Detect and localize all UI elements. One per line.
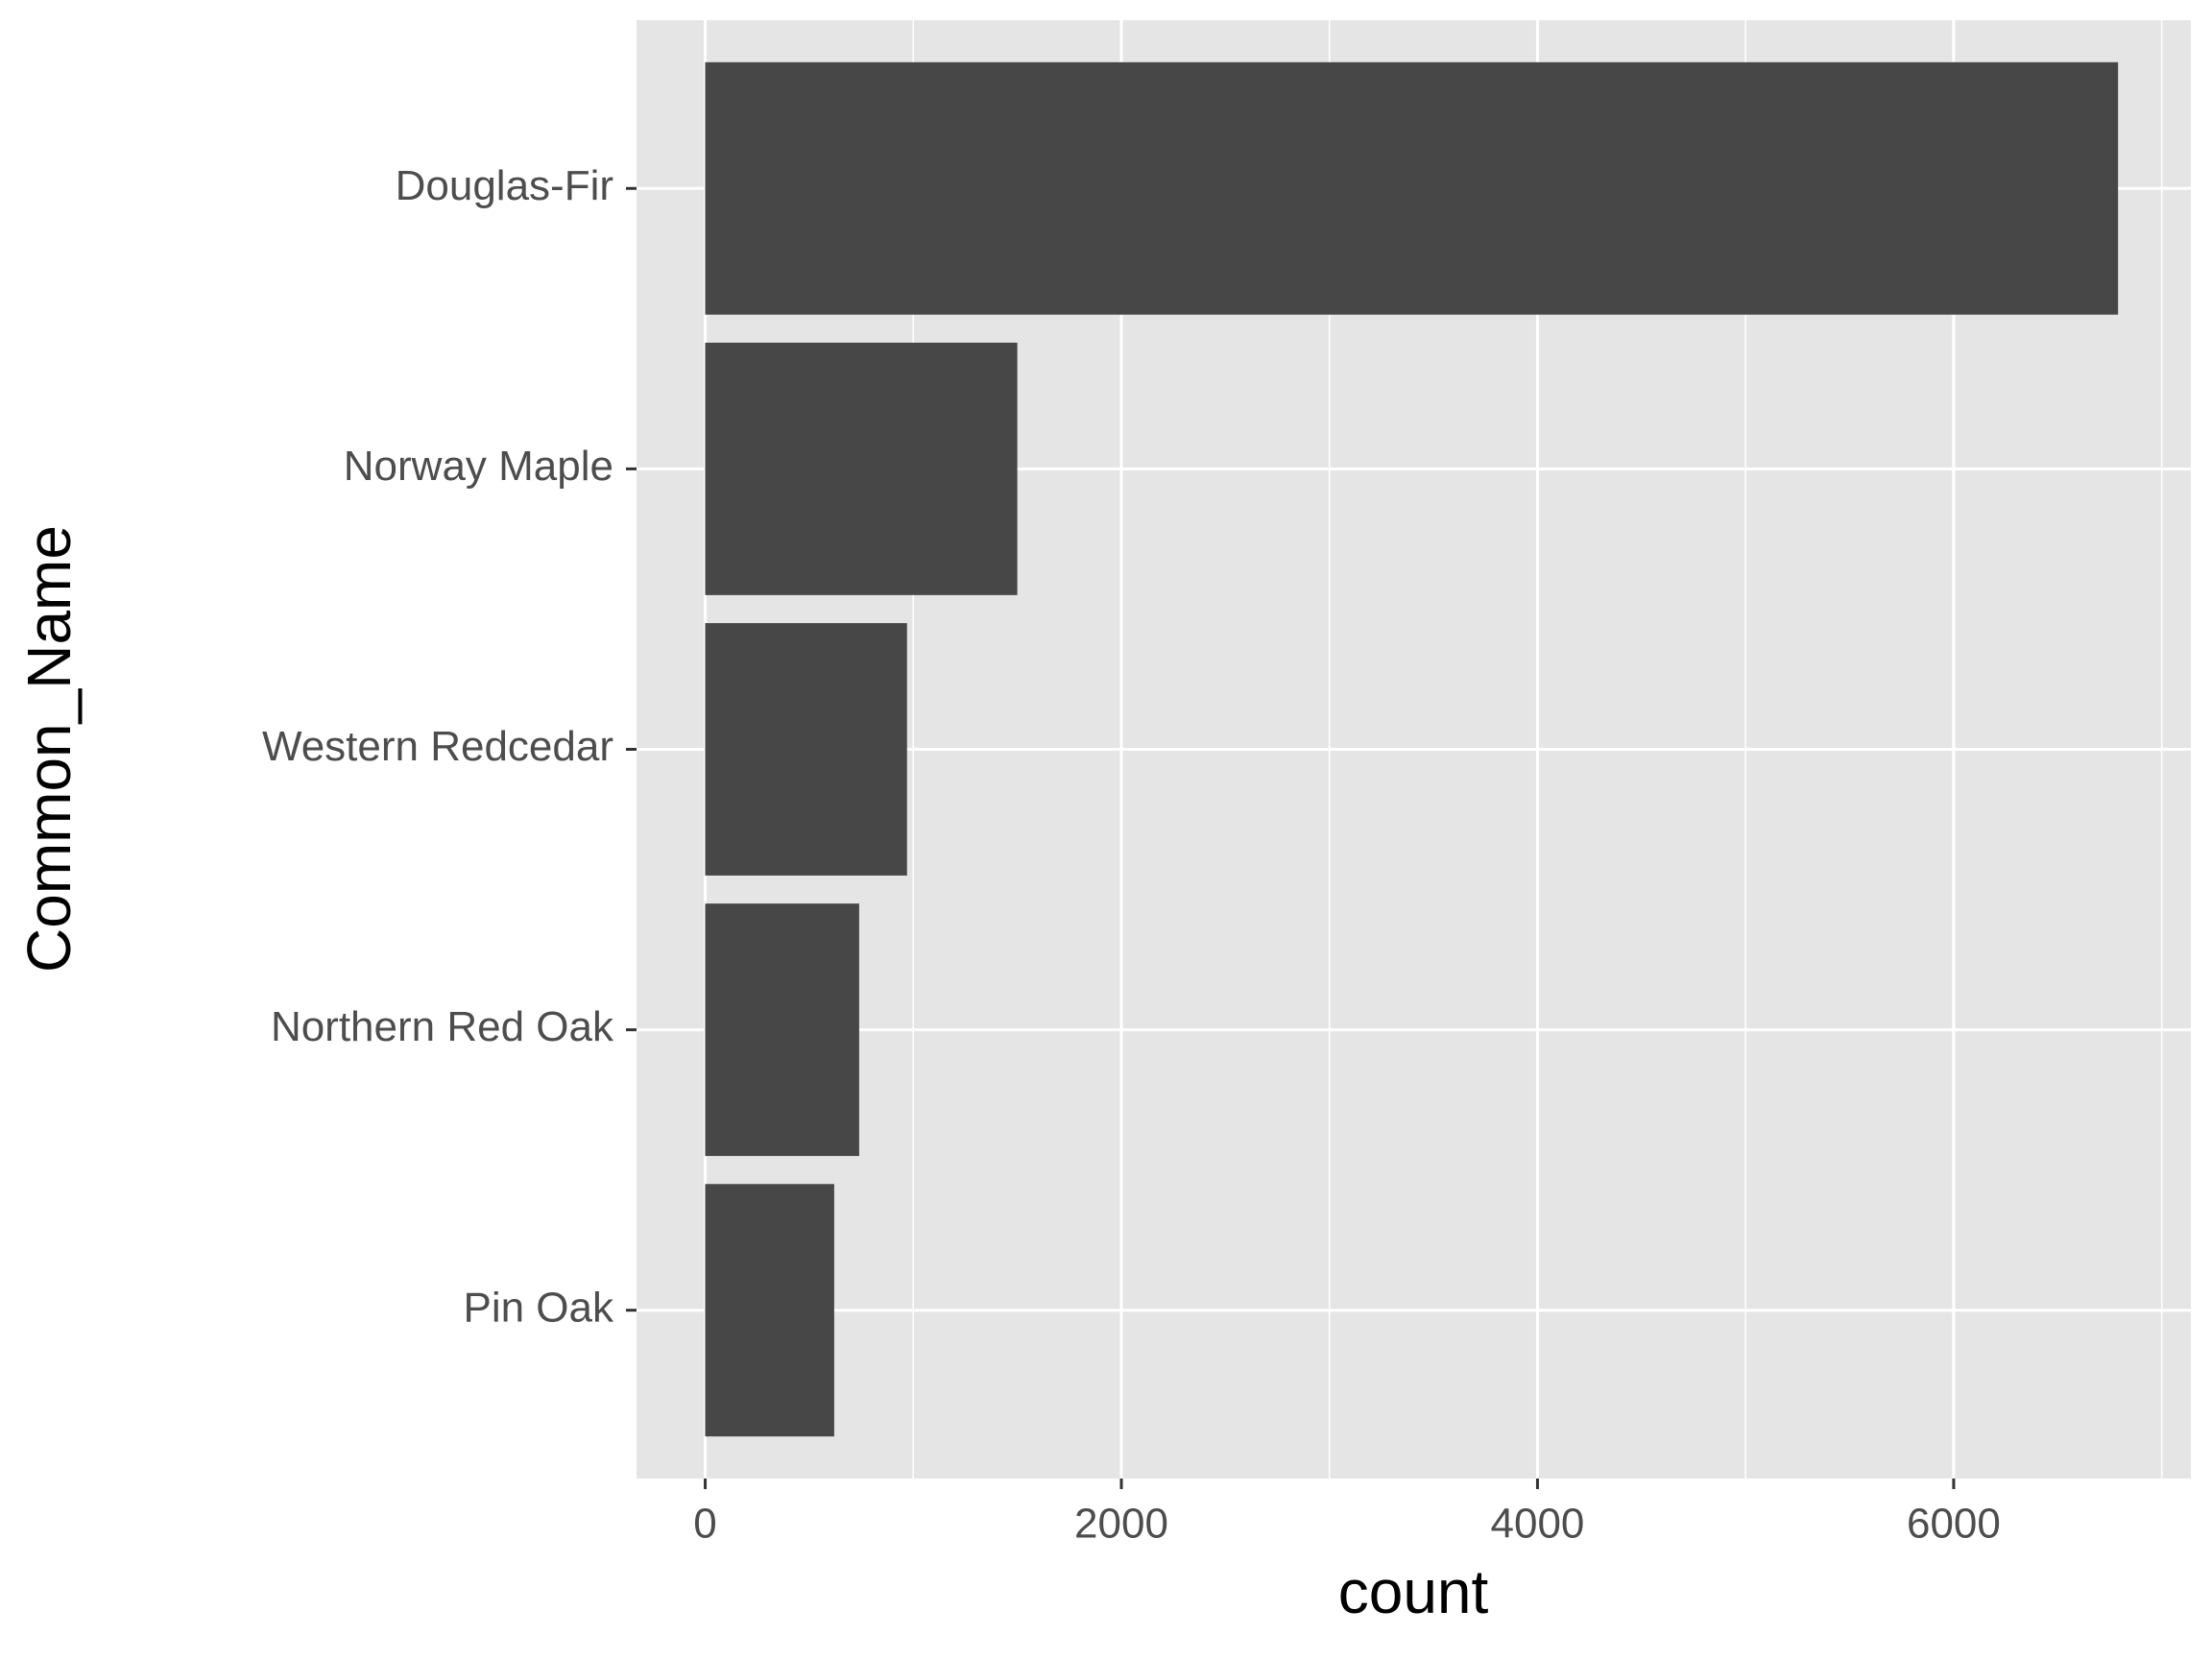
bar: [705, 1184, 834, 1437]
x-tick-label: 0: [693, 1501, 716, 1548]
bar: [705, 903, 859, 1157]
y-tick-label: Western Redcedar: [262, 723, 613, 770]
bars: [705, 61, 2119, 1437]
x-tick-label: 4000: [1491, 1501, 1585, 1548]
y-tick-label: Northern Red Oak: [271, 1003, 614, 1050]
bar: [705, 61, 2119, 315]
y-axis-title: Common_Name: [14, 525, 84, 973]
y-tick-label: Pin Oak: [463, 1284, 614, 1331]
x-axis-title: count: [1338, 1557, 1489, 1626]
y-tick-label: Douglas-Fir: [396, 162, 613, 209]
y-tick-label: Norway Maple: [344, 443, 613, 490]
bar: [705, 623, 907, 876]
x-tick-label: 2000: [1074, 1501, 1168, 1548]
x-tick-label: 6000: [1907, 1501, 2001, 1548]
bar: [705, 342, 1018, 595]
